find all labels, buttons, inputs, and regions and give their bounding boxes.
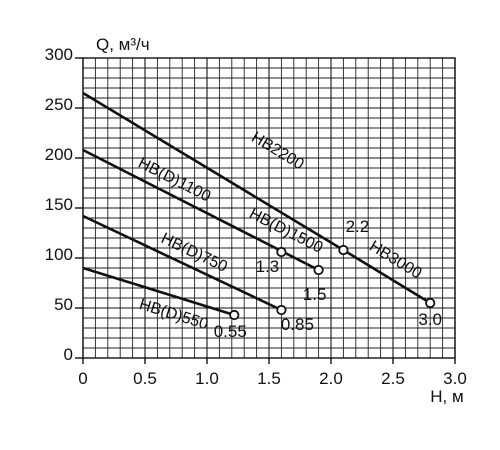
series-line-hb2200: [82, 91, 345, 252]
series-line-hb3000: [342, 248, 431, 305]
y-tick-label: 200: [45, 145, 73, 164]
series-label: HB2200: [248, 129, 306, 173]
x-tick-label: 2.5: [381, 369, 405, 388]
point-labels: 2.2 1.3 1.5 3.0 0.85 0.55: [214, 217, 442, 341]
x-tick-label: 0.5: [133, 369, 157, 388]
x-axis-label: H, м: [430, 387, 463, 406]
x-tick-label: 1.0: [195, 369, 219, 388]
point-label: 0.55: [214, 322, 247, 341]
point-markers: [229, 244, 436, 321]
tick-labels: 0 50 100 150 200 250 300 0 0.5 1.0 1.5 2.0 2.5 3.0: [45, 45, 467, 388]
x-tick-label: 0: [78, 369, 87, 388]
point-marker: [276, 304, 287, 316]
point-marker: [313, 264, 324, 276]
series-line-hb-d-750: [82, 214, 282, 312]
series-label: HB3000: [366, 238, 424, 283]
series-labels: HB2200HB(D)1100HB(D)1500HB3000HB(D)750HB…: [135, 129, 424, 333]
point-marker: [229, 309, 240, 321]
y-tick-label: 300: [45, 45, 73, 64]
point-marker: [338, 244, 349, 256]
x-tick-label: 1.5: [257, 369, 281, 388]
y-tick-label: 50: [54, 295, 73, 314]
y-tick-label: 150: [45, 195, 73, 214]
series-line-hb-d-550: [82, 266, 235, 317]
y-tick-label: 100: [45, 245, 73, 264]
axes: [75, 57, 456, 364]
y-axis-label: Q, м³/ч: [96, 35, 150, 54]
series-lines: [82, 91, 431, 317]
point-marker: [425, 297, 436, 309]
point-label: 2.2: [346, 217, 370, 236]
point-label: 3.0: [418, 310, 442, 329]
point-label: 1.5: [303, 285, 327, 304]
grid: [82, 57, 456, 359]
point-label: 1.3: [256, 257, 280, 276]
point-marker: [276, 246, 287, 258]
x-tick-label: 3.0: [443, 369, 467, 388]
x-tick-label: 2.0: [319, 369, 343, 388]
y-tick-label: 250: [45, 95, 73, 114]
y-tick-label: 0: [64, 345, 73, 364]
point-label: 0.85: [281, 315, 314, 334]
